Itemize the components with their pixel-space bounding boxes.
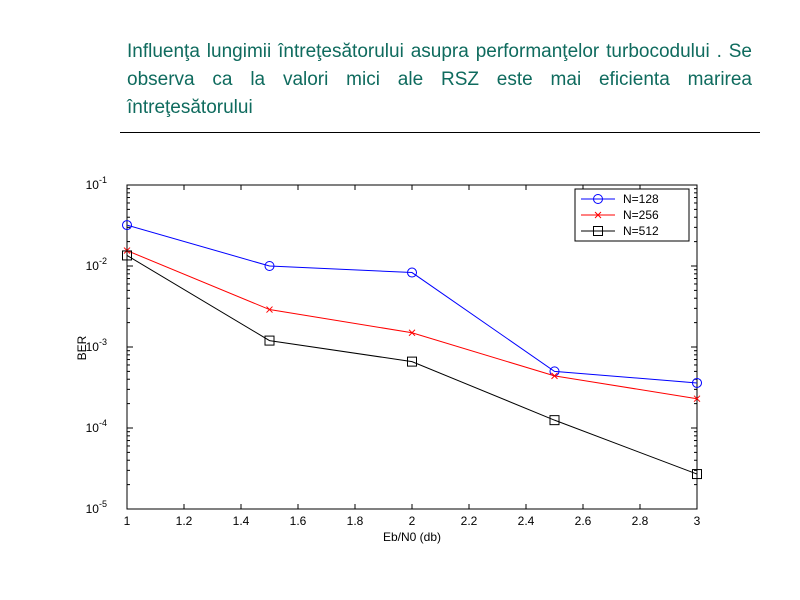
x-axis-label: Eb/N0 (db)	[383, 530, 441, 544]
marker-stroke	[266, 306, 273, 313]
series-line	[126, 255, 698, 475]
data-point	[122, 220, 132, 231]
legend-label: N=128	[623, 192, 659, 206]
data-point	[122, 250, 132, 261]
marker-stroke	[594, 211, 602, 219]
x-tick-label: 3	[694, 514, 701, 528]
y-tick-label: 10-2	[86, 256, 107, 273]
legend: N=128 N=256 N=512	[574, 188, 690, 242]
legend-marker	[593, 226, 603, 236]
y-tick-label: 10-1	[86, 175, 107, 192]
legend-item: N=256	[581, 208, 659, 222]
legend-item: N=128	[581, 192, 659, 206]
legend-marker	[593, 194, 603, 204]
x-axis: 1 1.2 1.4 1.6 1.8 2 2.2 2.4 2.6 2.8 3	[124, 185, 701, 528]
data-point	[408, 329, 416, 337]
y-axis: 10-5 10-4 10-3 10-2 10-1	[86, 175, 697, 516]
series-n-512	[122, 250, 702, 480]
legend-label: N=256	[623, 208, 659, 222]
x-tick-label: 1	[124, 514, 131, 528]
series-n-256	[123, 247, 701, 403]
x-tick-label: 1.8	[347, 514, 364, 528]
data-point	[693, 395, 701, 403]
x-tick-label: 2.8	[632, 514, 649, 528]
marker-stroke	[408, 329, 416, 337]
data-point	[264, 335, 275, 346]
x-tick-label: 2	[409, 514, 416, 528]
slide-heading: Influenţa lungimii întreţesătorului asup…	[127, 41, 752, 118]
data-point	[692, 377, 702, 388]
data-point	[551, 372, 558, 380]
legend-marker	[594, 211, 602, 219]
series-layer	[122, 220, 702, 480]
data-point	[692, 469, 702, 480]
x-tick-label: 2.4	[518, 514, 535, 528]
marker-stroke	[693, 395, 701, 403]
data-point	[549, 415, 560, 426]
data-point	[407, 356, 417, 367]
data-point	[266, 306, 273, 313]
x-tick-label: 2.6	[575, 514, 592, 528]
x-tick-label: 1.6	[290, 514, 307, 528]
x-tick-label: 2.2	[461, 514, 478, 528]
x-tick-label: 1.4	[233, 514, 250, 528]
data-point	[264, 261, 275, 271]
marker-stroke	[551, 372, 558, 380]
data-point	[407, 267, 417, 278]
y-tick-label: 10-3	[86, 337, 107, 354]
y-tick-label: 10-5	[86, 499, 107, 516]
y-axis-label: BER	[75, 335, 89, 360]
y-tick-label: 10-4	[86, 418, 107, 435]
heading-divider	[120, 132, 760, 133]
series-line	[126, 224, 698, 384]
legend-label: N=512	[623, 224, 659, 238]
series-n-128	[122, 220, 702, 388]
legend-item: N=512	[581, 224, 659, 238]
x-tick-label: 1.2	[176, 514, 193, 528]
